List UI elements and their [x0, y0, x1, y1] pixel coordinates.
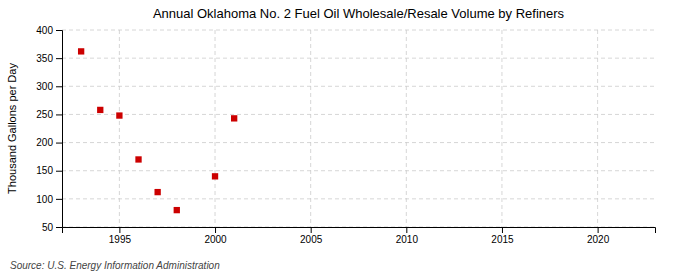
tick-mark — [56, 86, 62, 87]
tick-mark — [56, 227, 62, 228]
tick: 2020 — [587, 227, 610, 245]
tick-label: 150 — [36, 165, 53, 176]
axis-domain — [56, 31, 63, 228]
tick: 2010 — [396, 227, 419, 245]
tick: 150 — [36, 165, 62, 176]
point — [154, 189, 160, 195]
tick: 2000 — [204, 227, 227, 245]
grid-line-y — [62, 86, 655, 87]
grid-line-x — [119, 30, 120, 227]
tick: 2015 — [491, 227, 514, 245]
tick: 2005 — [300, 227, 323, 245]
x-axis: 1995 2000 2005 2010 2015 2020 — [63, 227, 656, 245]
tick: 50 — [42, 222, 62, 233]
tick-label: 1995 — [109, 234, 132, 245]
point — [174, 207, 180, 213]
grid-line-y — [62, 198, 655, 199]
tick: 300 — [36, 81, 62, 92]
point — [135, 156, 141, 162]
grid-line-y — [62, 114, 655, 115]
grid-line-y — [62, 58, 655, 59]
chart-svg: 1995 2000 2005 2010 2015 2020 50 100 150 200 250 30… — [0, 0, 675, 275]
axis-domain — [63, 228, 656, 234]
grid-line-x — [501, 30, 502, 227]
title: Annual Oklahoma No. 2 Fuel Oil Wholesale… — [153, 6, 565, 21]
tick-mark — [406, 227, 407, 233]
tick-label: 2010 — [396, 234, 419, 245]
tick-label: 400 — [36, 25, 53, 36]
tick-label: 50 — [42, 222, 54, 233]
grid-line-x — [215, 30, 216, 227]
tick-label: 100 — [36, 194, 53, 205]
tick-mark — [56, 58, 62, 59]
grid-line-x — [310, 30, 311, 227]
tick-label: 2005 — [300, 234, 323, 245]
source-note: Source: U.S. Energy Information Administ… — [10, 260, 220, 271]
tick-label: 200 — [36, 137, 53, 148]
point — [78, 48, 84, 54]
tick-mark — [311, 227, 312, 233]
y-axis: 50 100 150 200 250 300 350 400 — [36, 25, 62, 233]
tick-mark — [56, 30, 62, 31]
y-axis-label: Thousand Gallons per Day — [6, 63, 18, 194]
grid-line-x — [406, 30, 407, 227]
grid — [62, 30, 655, 227]
tick-mark — [56, 199, 62, 200]
tick-mark — [502, 227, 503, 233]
chart-container: 1995 2000 2005 2010 2015 2020 50 100 150 200 250 30… — [0, 0, 675, 275]
tick: 250 — [36, 109, 62, 120]
tick-mark — [56, 114, 62, 115]
tick-label: 2020 — [587, 234, 610, 245]
grid-line-y — [62, 142, 655, 143]
point — [97, 107, 103, 113]
tick-mark — [56, 143, 62, 144]
tick-label: 250 — [36, 109, 53, 120]
tick-label: 350 — [36, 53, 53, 64]
grid-line-y — [62, 30, 655, 31]
tick: 400 — [36, 25, 62, 36]
tick-mark — [56, 171, 62, 172]
grid-line-y — [62, 170, 655, 171]
point — [231, 115, 237, 121]
tick: 350 — [36, 53, 62, 64]
tick: 200 — [36, 137, 62, 148]
point — [116, 112, 122, 118]
tick-mark — [215, 227, 216, 233]
grid-line-x — [597, 30, 598, 227]
tick-label: 2000 — [204, 234, 227, 245]
tick-label: 300 — [36, 81, 53, 92]
tick-mark — [119, 227, 120, 233]
tick: 100 — [36, 194, 62, 205]
tick-label: 2015 — [491, 234, 514, 245]
point — [212, 173, 218, 179]
points — [78, 48, 237, 213]
plot-area: 1995 2000 2005 2010 2015 2020 50 100 150 200 250 30… — [36, 25, 655, 245]
tick: 1995 — [109, 227, 132, 245]
tick-mark — [598, 227, 599, 233]
